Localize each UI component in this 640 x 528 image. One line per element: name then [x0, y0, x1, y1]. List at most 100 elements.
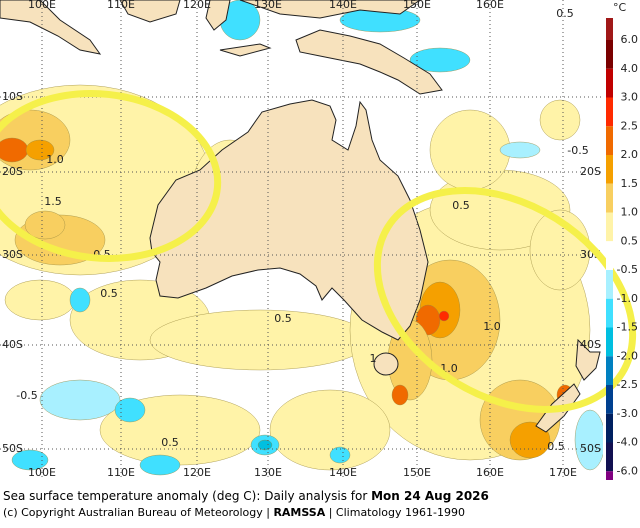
- lon-label: 160E: [476, 466, 504, 479]
- lon-label: 120E: [183, 466, 211, 479]
- colorbar-label: 3.0: [621, 91, 639, 104]
- anomaly-patch: [391, 384, 409, 406]
- product-name: RAMSSA: [273, 506, 326, 519]
- colorbar-label: 4.0: [621, 62, 639, 75]
- colorbar-segment: [606, 18, 613, 40]
- lat-label: 20S: [2, 165, 23, 178]
- anomaly-patch: [329, 446, 351, 464]
- lat-label: 20S: [580, 165, 601, 178]
- lat-label: 50S: [580, 442, 601, 455]
- colorbar-segment: [606, 413, 613, 443]
- colorbar: °C 6.0 4.0 3.0 2.5 2.0 1.5 1.0 0.5 -0.5 -1.0 -1.5 -…: [606, 1, 638, 480]
- colorbar-label: -4.0: [617, 436, 638, 449]
- anomaly-patch: [25, 139, 55, 161]
- colorbar-label: -0.5: [617, 263, 638, 276]
- lon-label: 140E: [329, 0, 357, 11]
- colorbar-label: 2.5: [621, 119, 639, 132]
- copyright: (c) Copyright Australian Bureau of Meteo…: [3, 506, 274, 519]
- colorbar-segment: [606, 68, 613, 98]
- colorbar-segment: [606, 327, 613, 357]
- anomaly-patch: [4, 279, 76, 321]
- colorbar-segment: [606, 97, 613, 127]
- colorbar-segment: [606, 356, 613, 385]
- land: [0, 0, 601, 433]
- highlight-ellipses: [0, 90, 637, 413]
- anomaly-patch: [11, 449, 49, 471]
- australia: [149, 99, 429, 341]
- contour-label: -0.5: [567, 144, 588, 157]
- lon-label: 130E: [254, 466, 282, 479]
- lon-label: 140E: [329, 466, 357, 479]
- contour-label: 0.5: [274, 312, 292, 325]
- contour-label: 0.5: [556, 7, 574, 20]
- lon-label: 150E: [403, 466, 431, 479]
- colorbar-segment: [606, 385, 613, 414]
- lon-label: 150E: [403, 0, 431, 11]
- asia: [239, 0, 421, 19]
- lon-label: 100E: [28, 466, 56, 479]
- colorbar-label: 1.0: [621, 206, 639, 219]
- lon-label: 110E: [107, 466, 135, 479]
- highlight-southeast: [373, 187, 637, 413]
- contour-label: 0.5: [161, 436, 179, 449]
- colorbar-label: -1.5: [617, 321, 638, 334]
- anomaly-patch: [257, 439, 273, 451]
- colorbar-segment: [606, 298, 613, 328]
- colorbar-label: 2.0: [621, 148, 639, 161]
- lon-label: 110E: [107, 0, 135, 11]
- colorbar-unit: °C: [613, 1, 627, 14]
- tasmania: [373, 352, 399, 376]
- anomaly-patch: [149, 309, 371, 371]
- contour-label: 1.0: [46, 153, 64, 166]
- lat-label: 30S: [2, 248, 23, 261]
- contour-label: 0.5: [100, 287, 118, 300]
- colorbar-segment: [606, 212, 613, 242]
- analysis-date: Mon 24 Aug 2026: [371, 489, 489, 503]
- colorbar-label: -2.5: [617, 378, 638, 391]
- borneo: [119, 0, 181, 23]
- colorbar-label: -3.0: [617, 407, 638, 420]
- contour-label: 1.5: [44, 195, 62, 208]
- colorbar-label: -6.0: [617, 464, 638, 477]
- timor: [219, 43, 272, 57]
- lon-label: 130E: [254, 0, 282, 11]
- anomaly-patch: [114, 397, 146, 423]
- contour-label: -0.5: [16, 389, 37, 402]
- sst-map: 100E 110E 120E 130E 140E 150E 160E 100E 110E 120E…: [0, 0, 638, 480]
- highlight-west: [0, 90, 222, 262]
- lat-label: 40S: [2, 338, 23, 351]
- lon-label: 160E: [476, 0, 504, 11]
- lat-label: 10S: [2, 90, 23, 103]
- lat-label: 40S: [580, 338, 601, 351]
- colorbar-segment: [606, 241, 613, 270]
- colorbar-segment: [606, 126, 613, 155]
- contour-label: 0.5: [547, 440, 565, 453]
- lon-label: 170E: [549, 466, 577, 479]
- colorbar-segment: [606, 442, 613, 472]
- new-guinea: [295, 29, 443, 95]
- contour-label: 1.0: [483, 320, 501, 333]
- colorbar-segment: [606, 155, 613, 184]
- caption-line-2: (c) Copyright Australian Bureau of Meteo…: [3, 506, 465, 519]
- colorbar-label: -2.0: [617, 349, 638, 362]
- contour-label: 1: [370, 352, 377, 365]
- colorbar-label: -1.0: [617, 292, 638, 305]
- colorbar-segment: [606, 40, 613, 69]
- climatology: | Climatology 1961-1990: [325, 506, 465, 519]
- anomaly-patch: [69, 287, 91, 313]
- sulawesi: [205, 0, 231, 31]
- indonesia: [0, 0, 102, 55]
- anomaly-patch: [269, 389, 391, 471]
- new-zealand-north: [575, 338, 601, 381]
- colorbar-label: 6.0: [621, 33, 639, 46]
- anomaly-patch: [574, 409, 603, 471]
- colorbar-label: 0.5: [621, 234, 639, 247]
- anomaly-patch: [499, 141, 541, 159]
- caption-text: Sea surface temperature anomaly (deg C):…: [3, 489, 372, 503]
- anomaly-patch: [409, 47, 471, 73]
- anomaly-patch: [429, 109, 511, 191]
- anomaly-patch: [438, 310, 450, 322]
- anomaly-patch: [39, 379, 121, 421]
- lat-label: 50S: [2, 442, 23, 455]
